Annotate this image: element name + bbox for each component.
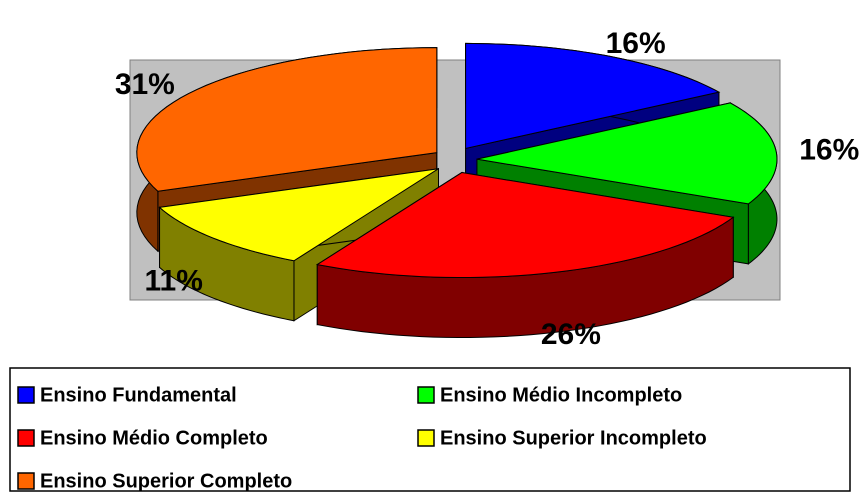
data-label: 16%	[606, 27, 666, 60]
legend-swatch	[417, 386, 435, 404]
slice	[158, 168, 439, 262]
slice	[465, 42, 721, 150]
legend-swatch	[17, 386, 35, 404]
legend-swatch	[17, 429, 35, 447]
legend-label: Ensino Superior Completo	[40, 470, 292, 492]
slice	[476, 102, 778, 205]
data-label: 11%	[145, 264, 203, 297]
legend-label: Ensino Médio Incompleto	[440, 384, 682, 406]
legend-label: Ensino Médio Completo	[40, 427, 268, 449]
slice	[136, 47, 438, 192]
data-label: 26%	[541, 318, 601, 351]
legend-label: Ensino Superior Incompleto	[440, 427, 707, 449]
data-label: 16%	[799, 134, 859, 167]
legend-swatch	[417, 429, 435, 447]
legend-items: Ensino Fundamental Ensino Médio Incomplet…	[17, 384, 707, 492]
pie	[136, 42, 778, 339]
data-label: 31%	[115, 68, 175, 101]
slice	[315, 172, 735, 279]
legend-swatch	[17, 472, 35, 490]
legend-label: Ensino Fundamental	[40, 384, 237, 406]
